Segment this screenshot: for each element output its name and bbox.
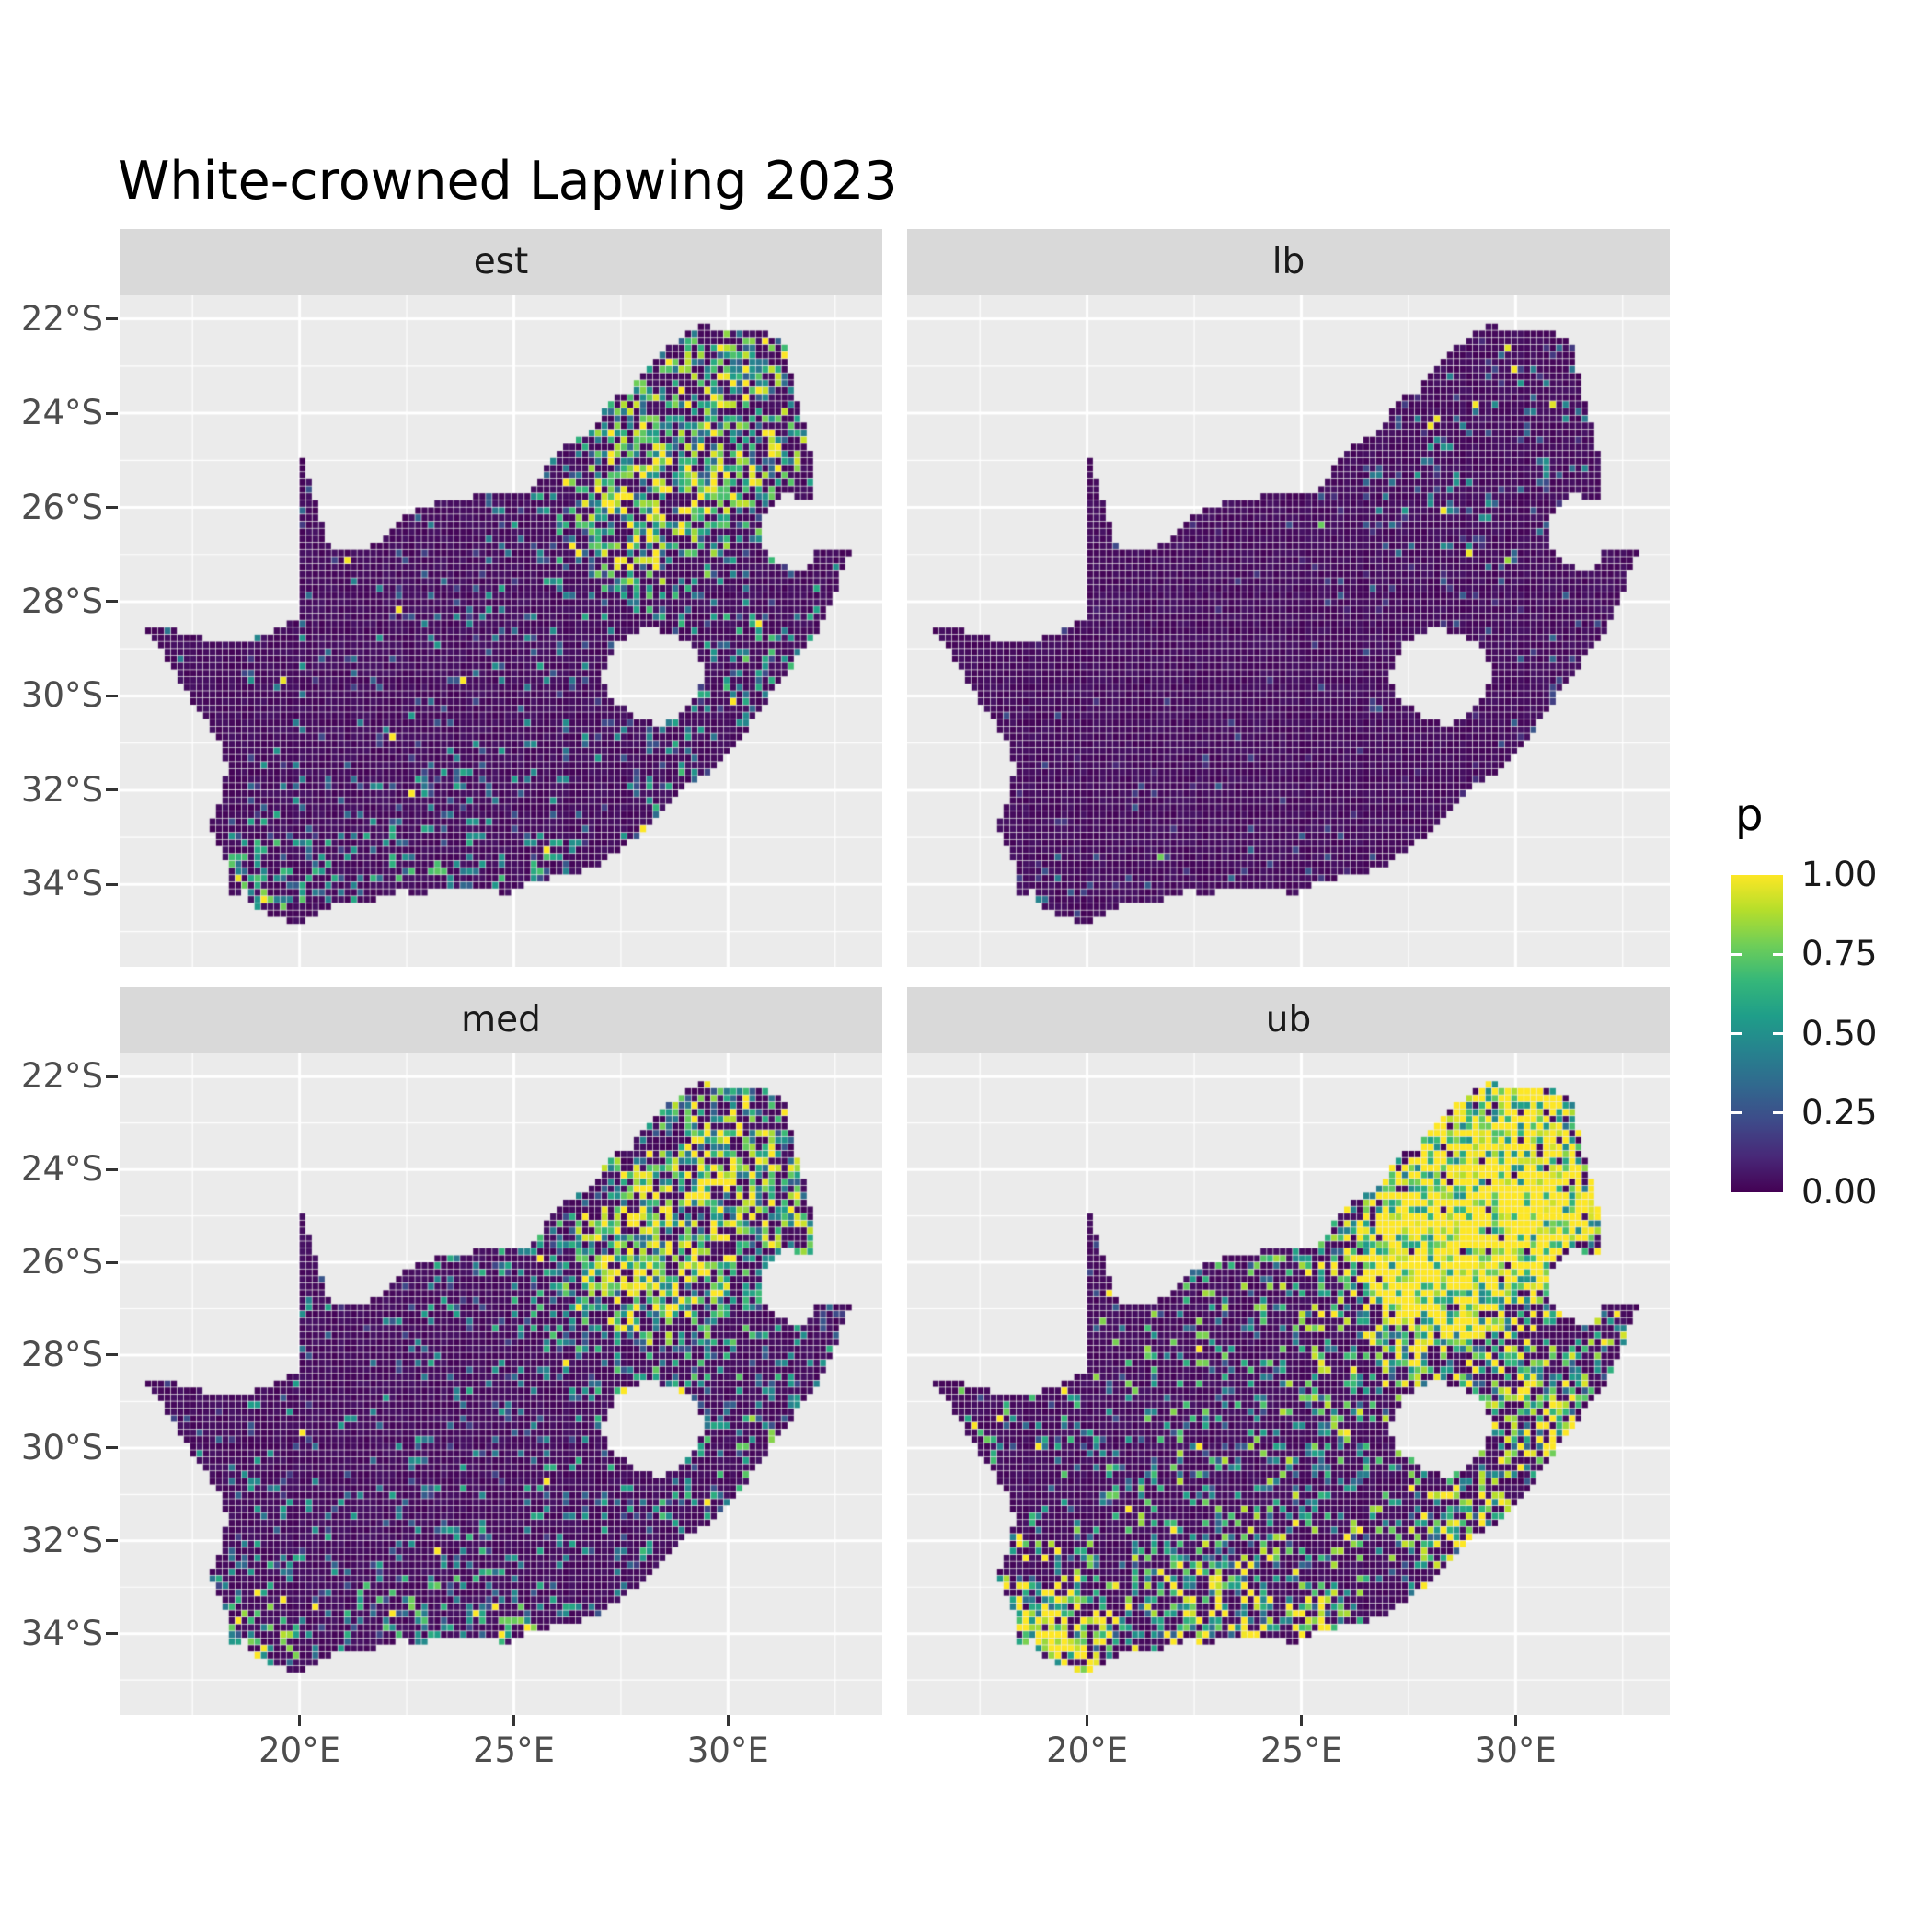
y-axis-tick-label: 26°S	[20, 487, 103, 527]
x-axis-tick-mark	[726, 1715, 730, 1726]
y-axis-tick-label: 30°S	[20, 1427, 103, 1467]
facet-strip-ub: ub	[907, 987, 1670, 1053]
y-axis-tick-label: 32°S	[20, 769, 103, 810]
y-axis-tick-label: 32°S	[20, 1520, 103, 1560]
facet-lb: lb	[907, 229, 1670, 967]
facet-est: est	[120, 229, 882, 967]
legend-tick-label: 1.00	[1801, 855, 1878, 894]
y-axis-tick-mark	[106, 317, 118, 321]
legend-tick-mark	[1731, 1032, 1742, 1035]
legend-tick-labels: 1.00 0.75 0.50 0.25 0.00	[1731, 856, 1932, 1212]
y-axis-tick-label: 34°S	[20, 864, 103, 904]
y-axis-tick-mark	[106, 882, 118, 886]
legend-tick-label: 0.25	[1801, 1092, 1878, 1133]
y-axis-tick-label: 30°S	[20, 675, 103, 716]
facet-ub: ub	[907, 987, 1670, 1715]
facet-strip-est: est	[120, 229, 882, 295]
facet-strip-lb: lb	[907, 229, 1670, 295]
legend-tick-mark	[1773, 1032, 1783, 1035]
x-axis-tick-label: 20°E	[1046, 1731, 1129, 1770]
legend-tick-mark	[1731, 1111, 1742, 1115]
map-panel-ub	[907, 1053, 1670, 1715]
y-axis-tick-mark	[106, 1632, 118, 1636]
x-axis-tick-mark	[1513, 1715, 1517, 1726]
y-axis-tick-label: 22°S	[20, 298, 103, 339]
y-axis-tick-mark	[106, 788, 118, 792]
x-axis-tick-mark	[1299, 1715, 1303, 1726]
x-axis-tick-label: 30°E	[1474, 1731, 1557, 1770]
x-axis-tick-mark	[298, 1715, 302, 1726]
x-axis-tick-label: 25°E	[472, 1731, 555, 1770]
legend-tick-label: 0.50	[1801, 1013, 1878, 1053]
map-panel-lb	[907, 295, 1670, 967]
x-axis-tick-mark	[1086, 1715, 1089, 1726]
y-axis-tick-mark	[106, 1075, 118, 1078]
x-axis-tick-mark	[512, 1715, 515, 1726]
map-panel-med	[120, 1053, 882, 1715]
legend-title: p	[1735, 789, 1764, 841]
y-axis-tick-label: 28°S	[20, 1334, 103, 1374]
map-panel-est	[120, 295, 882, 967]
y-axis-tick-label: 26°S	[20, 1242, 103, 1282]
y-axis-tick-mark	[106, 411, 118, 415]
y-axis-tick-label: 24°S	[20, 1149, 103, 1190]
y-axis-tick-mark	[106, 1446, 118, 1450]
x-axis-tick-label: 25°E	[1259, 1731, 1342, 1770]
y-axis-tick-label: 34°S	[20, 1613, 103, 1653]
y-axis-tick-label: 24°S	[20, 393, 103, 433]
chart-title: White-crowned Lapwing 2023	[118, 151, 898, 212]
y-axis-tick-mark	[106, 694, 118, 697]
x-axis-tick-label: 30°E	[686, 1731, 769, 1770]
y-axis-tick-mark	[106, 600, 118, 604]
y-axis-tick-mark	[106, 1539, 118, 1543]
y-axis-tick-label: 22°S	[20, 1056, 103, 1097]
y-axis-tick-mark	[106, 1167, 118, 1171]
facet-strip-med: med	[120, 987, 882, 1053]
legend-tick-mark	[1773, 1111, 1783, 1115]
legend-tick-mark	[1731, 952, 1742, 956]
y-axis-tick-mark	[106, 1353, 118, 1357]
facet-med: med	[120, 987, 882, 1715]
y-axis-tick-label: 28°S	[20, 581, 103, 621]
y-axis-tick-mark	[106, 506, 118, 510]
y-axis-tick-mark	[106, 1260, 118, 1264]
legend-tick-mark	[1773, 952, 1783, 956]
legend-tick-label: 0.00	[1801, 1172, 1878, 1212]
x-axis-tick-label: 20°E	[259, 1731, 341, 1770]
legend-tick-label: 0.75	[1801, 934, 1878, 974]
